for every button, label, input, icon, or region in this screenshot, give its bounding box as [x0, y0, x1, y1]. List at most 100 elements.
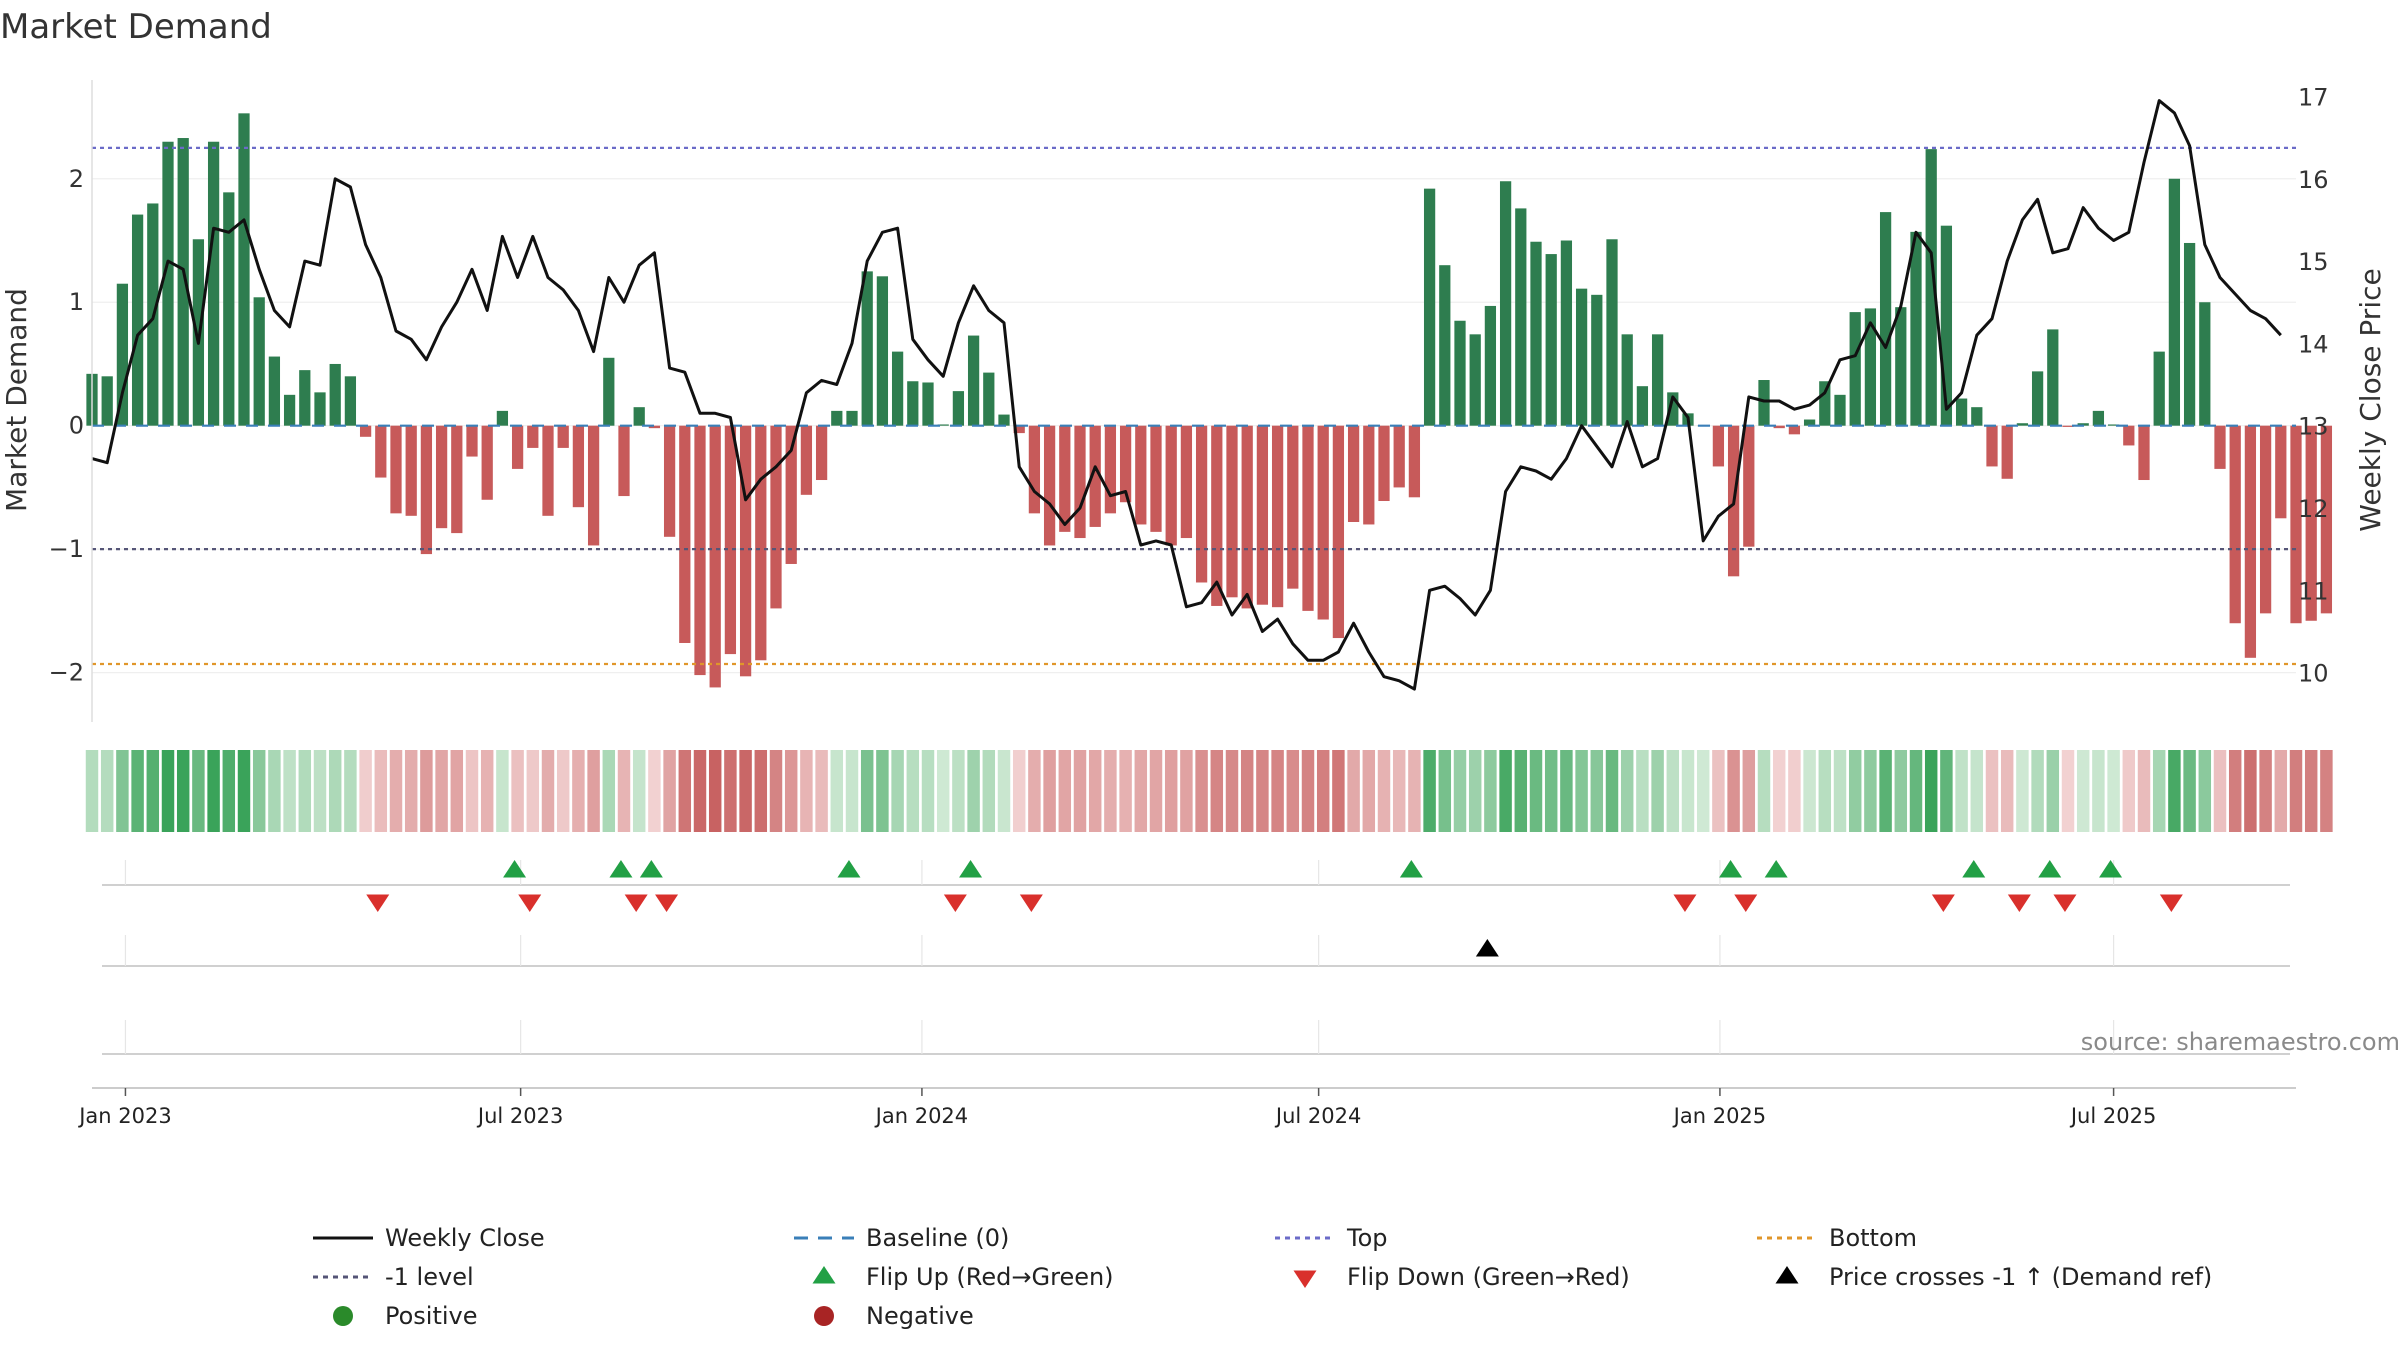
legend-item-flip-down: Flip Down (Green→Red): [1293, 1263, 1630, 1291]
heat-cell: [967, 750, 980, 832]
positive-bar: [1591, 294, 1603, 426]
negative-bar: [466, 425, 478, 457]
heat-cell: [1924, 750, 1938, 832]
negative-bar: [2062, 425, 2074, 427]
heat-cell: [1757, 750, 1771, 832]
right-tick-label: 12: [2298, 495, 2329, 523]
flip-up-marker: [639, 860, 663, 878]
legend-label: Weekly Close: [385, 1224, 545, 1252]
negative-bar: [1271, 425, 1284, 608]
heat-cell: [1468, 750, 1482, 832]
negative-bar: [587, 425, 600, 546]
positive-bar: [1895, 307, 1907, 426]
positive-bar: [1469, 334, 1481, 426]
price-cross-marker: [1475, 939, 1499, 957]
heat-cell: [2244, 750, 2257, 832]
negative-bar: [1363, 425, 1375, 525]
positive-bar: [1910, 231, 1922, 426]
legend-label: Top: [1346, 1224, 1388, 1252]
negative-bar: [2244, 425, 2257, 658]
positive-bar: [603, 357, 615, 426]
heat-cell: [1088, 750, 1102, 832]
heat-cell: [283, 750, 296, 832]
flip-up-marker: [1399, 860, 1423, 878]
positive-bar: [1484, 305, 1497, 426]
heat-cell: [1499, 750, 1512, 832]
heat-cell: [1073, 750, 1087, 832]
negative-bar: [481, 425, 493, 500]
x-tick-label: Jan 2023: [77, 1104, 172, 1128]
right-tick-label: 15: [2298, 248, 2329, 276]
negative-bar: [800, 425, 813, 495]
negative-bar: [770, 425, 782, 609]
positive-bar: [846, 410, 858, 426]
heat-cell: [1575, 750, 1588, 832]
heat-cell: [237, 750, 251, 832]
heat-cell: [2274, 750, 2288, 832]
heat-cell: [2304, 750, 2318, 832]
heat-cell: [1788, 750, 1801, 832]
reference-levels: [92, 146, 2296, 666]
heat-cell: [1712, 750, 1725, 832]
negative-bar: [1287, 425, 1299, 589]
legend-item-baseline: Baseline (0): [794, 1224, 1009, 1252]
negative-bar: [1302, 425, 1314, 611]
positive-bar: [116, 283, 129, 426]
heat-cell: [1529, 750, 1543, 832]
positive-bar: [1803, 419, 1816, 426]
heat-cell: [2259, 750, 2272, 832]
positive-bar: [1621, 334, 1633, 426]
heat-cell: [693, 750, 707, 832]
positive-bar: [344, 376, 357, 426]
negative-bar: [1241, 425, 1253, 609]
left-tick-label: −2: [49, 659, 84, 687]
flip-up-marker: [1719, 860, 1743, 878]
positive-bar: [891, 351, 904, 426]
heat-cell: [1544, 750, 1558, 832]
heat-cell: [1985, 750, 1999, 832]
positive-bar: [238, 113, 250, 426]
negative-bar: [2123, 425, 2135, 446]
positive-bar: [2047, 329, 2059, 426]
heat-cell: [936, 750, 950, 832]
heat-cell: [632, 750, 646, 832]
negative-bar: [663, 425, 676, 537]
legend-label: Baseline (0): [866, 1224, 1009, 1252]
negative-bar: [1165, 425, 1177, 546]
positive-bar: [1575, 288, 1588, 426]
heat-cell: [876, 750, 889, 832]
positive-bar: [1499, 181, 1512, 426]
heat-cell: [344, 750, 357, 832]
heat-cell: [617, 750, 631, 832]
negative-bar: [755, 425, 767, 661]
heat-cell: [1620, 750, 1634, 832]
positive-bar: [1545, 254, 1557, 426]
heat-cell: [2061, 750, 2075, 832]
heat-cell: [450, 750, 464, 832]
heat-cell: [891, 750, 904, 832]
heat-cell: [1408, 750, 1421, 832]
positive-bar: [1864, 308, 1877, 426]
negative-bar: [1773, 425, 1785, 429]
heat-cell: [1955, 750, 1968, 832]
positive-bar: [268, 356, 281, 426]
negative-bar: [542, 425, 554, 516]
heat-cell: [192, 750, 205, 832]
heat-cell: [1362, 750, 1376, 832]
heat-cell: [1636, 750, 1649, 832]
positive-bar: [1879, 212, 1892, 426]
positive-bar: [633, 407, 645, 426]
positive-bar: [496, 410, 509, 426]
flip-up-marker: [959, 860, 983, 878]
heat-cell: [769, 750, 783, 832]
heat-cell: [131, 750, 144, 832]
heat-cell: [815, 750, 828, 832]
positive-bar: [1849, 312, 1861, 426]
legend-label: Positive: [385, 1302, 478, 1330]
heat-cell: [2183, 750, 2196, 832]
heat-cell: [921, 750, 935, 832]
negative-bar: [1119, 425, 1132, 503]
flip-up-marker: [837, 860, 861, 878]
heat-cell: [1940, 750, 1953, 832]
positive-bar: [2199, 302, 2211, 426]
